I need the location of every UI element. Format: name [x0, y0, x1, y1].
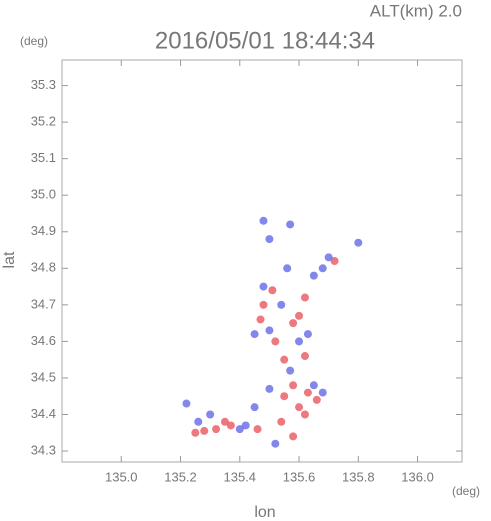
echo-point — [283, 264, 292, 273]
chart-title: 2016/05/01 18:44:34 — [155, 27, 375, 54]
y-tick-label: 34.3 — [31, 442, 56, 457]
y-tick-label: 34.8 — [31, 260, 56, 275]
echo-point — [200, 426, 209, 435]
echo-point — [265, 384, 274, 393]
x-unit: (deg) — [452, 484, 480, 498]
echo-point — [191, 428, 200, 437]
echo-point — [312, 395, 321, 404]
y-tick-label: 34.5 — [31, 369, 56, 384]
echo-point — [241, 421, 250, 430]
echo-point — [268, 286, 277, 295]
x-tick-label: 136.0 — [401, 469, 434, 484]
y-tick-label: 34.7 — [31, 296, 56, 311]
echo-point — [280, 355, 289, 364]
echo-point — [300, 410, 309, 419]
echo-point — [250, 403, 259, 412]
y-tick-label: 34.6 — [31, 333, 56, 348]
x-axis-label: lon — [254, 504, 275, 521]
echo-point — [295, 337, 304, 346]
y-tick-label: 35.0 — [31, 187, 56, 202]
y-tick-label: 35.1 — [31, 150, 56, 165]
echo-point — [303, 388, 312, 397]
y-axis-label: lat — [1, 251, 18, 268]
echo-point — [250, 330, 259, 339]
echo-point — [271, 337, 280, 346]
echo-point — [324, 253, 333, 262]
echo-point — [286, 220, 295, 229]
echo-point — [330, 257, 339, 265]
altitude-label: ALT(km) 2.0 — [370, 1, 462, 20]
x-tick-label: 135.2 — [164, 469, 197, 484]
y-tick-label: 35.3 — [31, 77, 56, 92]
echo-point — [259, 282, 268, 291]
echo-point — [354, 238, 363, 247]
x-tick-label: 135.6 — [283, 469, 316, 484]
echo-point — [256, 315, 265, 324]
x-tick-label: 135.4 — [224, 469, 257, 484]
echo-point — [220, 417, 229, 426]
echo-point — [309, 271, 318, 280]
echo-point — [295, 311, 304, 320]
echo-point — [206, 410, 215, 419]
y-tick-label: 35.2 — [31, 114, 56, 129]
echo-point — [289, 319, 298, 328]
y-unit: (deg) — [20, 34, 48, 48]
x-tick-label: 135.8 — [342, 469, 375, 484]
echo-point — [265, 235, 274, 244]
echo-point — [295, 403, 304, 412]
echo-point — [194, 417, 203, 426]
y-tick-label: 34.4 — [31, 406, 56, 421]
echo-point — [280, 392, 289, 401]
echo-point — [259, 300, 268, 309]
echo-point — [212, 425, 221, 434]
echo-point — [303, 330, 312, 339]
echo-point — [318, 388, 327, 397]
plot-frame — [61, 59, 463, 463]
echo-point — [182, 399, 191, 408]
echo-point — [271, 439, 280, 448]
echo-point — [277, 417, 286, 426]
y-tick-label: 34.9 — [31, 223, 56, 238]
echo-point — [235, 425, 244, 434]
echo-point — [265, 326, 274, 335]
echo-point — [289, 381, 298, 390]
echo-point — [309, 381, 318, 390]
x-tick-label: 135.0 — [105, 469, 138, 484]
echo-point — [318, 264, 327, 273]
echo-point — [277, 300, 286, 309]
echo-point — [300, 352, 309, 361]
echo-point — [226, 421, 235, 430]
echo-point — [286, 366, 295, 375]
echo-point — [259, 216, 268, 225]
echo-point — [253, 425, 262, 434]
echo-point — [289, 432, 298, 441]
echo-point — [300, 293, 309, 302]
